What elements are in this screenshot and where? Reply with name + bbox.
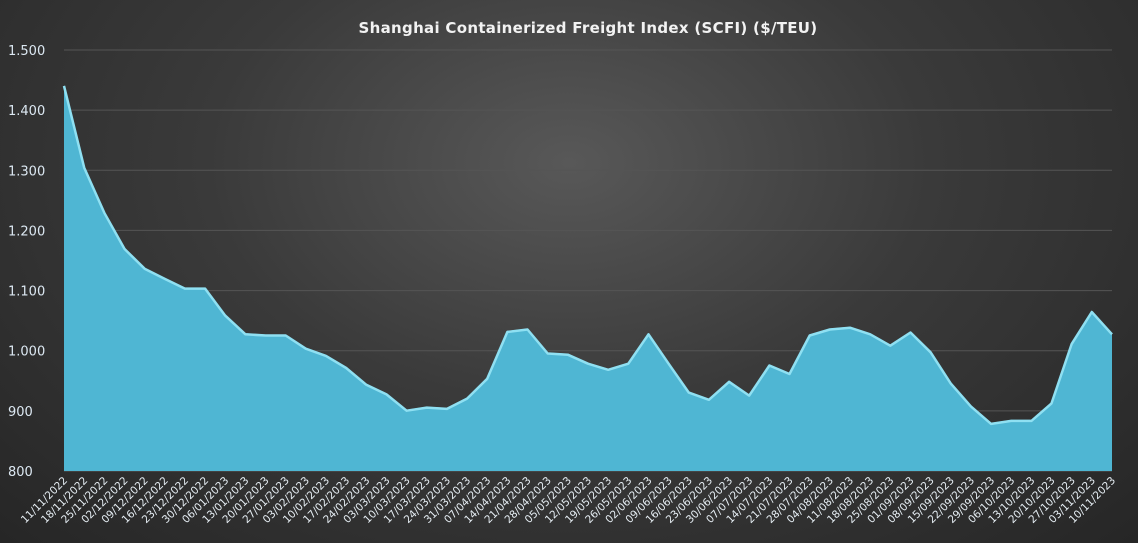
y-tick-label: 1.300 [8, 164, 45, 179]
y-tick-label: 1.500 [8, 44, 45, 59]
data-area [62, 84, 1113, 472]
chart-title: Shanghai Containerized Freight Index (SC… [359, 19, 818, 37]
y-tick-label: 1.100 [8, 285, 45, 300]
area-top-line [62, 85, 1113, 426]
y-axis: 800 900 1.000 1.100 1.200 1.300 1.400 1.500 [8, 44, 45, 480]
y-tick-label: 800 [8, 465, 33, 480]
y-tick-label: 1.200 [8, 224, 45, 239]
x-axis: 11/11/202218/11/202225/11/202202/12/2022… [19, 475, 1118, 526]
y-tick-label: 1.400 [8, 104, 45, 119]
y-tick-label: 900 [8, 405, 33, 420]
y-tick-label: 1.000 [8, 345, 45, 360]
area-fill [64, 84, 1112, 472]
